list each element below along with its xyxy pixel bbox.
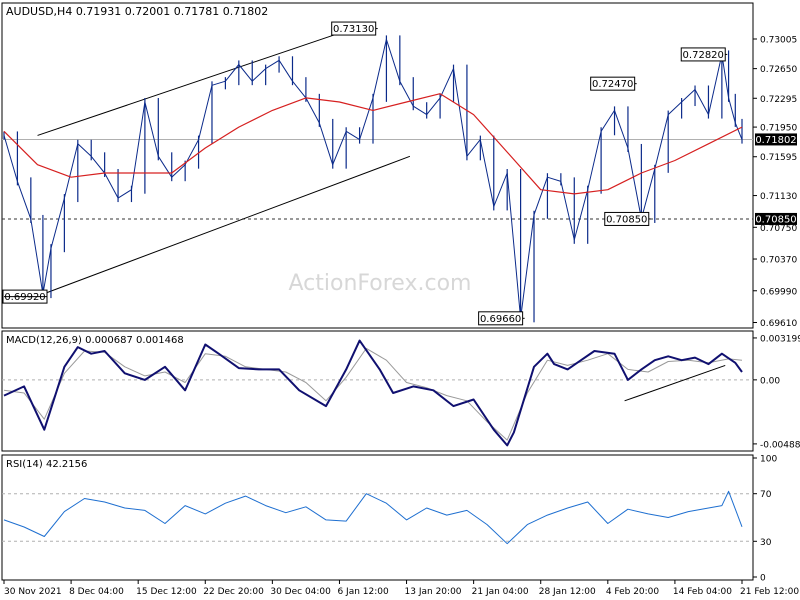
- rsi-series: [3, 490, 743, 545]
- y-tick-label: 0.72295: [760, 95, 797, 105]
- x-tick-label: 21 Jan 04:00: [472, 587, 529, 597]
- y-tick-label: 100: [760, 455, 777, 465]
- callout: 0.70850: [604, 211, 651, 226]
- y-tick-label: 0.69990: [760, 287, 797, 297]
- x-axis: 30 Nov 2021 8 Dec 04:00 15 Dec 12:00 22 Dec…: [3, 580, 799, 597]
- y-tick-label: 0.69610: [760, 319, 797, 329]
- y-tick-label: -0.004887: [760, 440, 800, 450]
- y-tick-label: 30: [760, 538, 772, 548]
- x-tick-label: 6 Jan 12:00: [337, 587, 389, 597]
- macd-line: [3, 339, 743, 447]
- support-badge: 0.70850: [755, 212, 797, 225]
- x-tick-label: 8 Dec 04:00: [69, 587, 124, 597]
- callout-label: 0.72470: [592, 79, 633, 90]
- channel-lower-line: [42, 155, 411, 295]
- rsi-panel: RSI(14) 42.2156 100 70 30 0: [1, 454, 777, 584]
- x-tick-label: 30 Dec 04:00: [270, 587, 331, 597]
- watermark: ActionForex.com: [289, 271, 472, 296]
- price-series: [3, 35, 743, 323]
- y-tick-label: 70: [760, 490, 772, 500]
- macd-trendline: [624, 364, 726, 402]
- x-tick-label: 22 Dec 20:00: [203, 587, 264, 597]
- y-tick-label: 0.003199: [760, 334, 800, 344]
- macd-signal-line: [3, 347, 743, 441]
- rsi-y-axis: 100 70 30 0: [2, 455, 777, 584]
- x-tick-label: 15 Dec 12:00: [136, 587, 197, 597]
- y-tick-label: 0.70750: [760, 224, 797, 234]
- callout: 0.73130: [331, 21, 378, 36]
- callout: 0.72820: [680, 47, 728, 62]
- y-tick-label: 0.73005: [760, 35, 797, 45]
- x-tick-label: 28 Jan 12:00: [539, 587, 596, 597]
- callout-label: 0.69660: [480, 314, 521, 325]
- macd-panel: MACD(12,26,9) 0.000687 0.001468 0.003199…: [1, 330, 800, 452]
- last-price-badge: 0.71802: [755, 133, 797, 146]
- callout-label: 0.72820: [683, 50, 724, 61]
- x-tick-label: 14 Feb 04:00: [673, 587, 732, 597]
- callout: 0.72470: [590, 76, 637, 91]
- y-tick-label: 0.72650: [760, 65, 797, 75]
- x-tick-label: 30 Nov 2021: [4, 587, 62, 597]
- moving-average-line: [3, 93, 743, 195]
- price-panel-title: AUDUSD,H4 0.71931 0.72001 0.71781 0.7180…: [6, 5, 268, 18]
- x-tick-label: 4 Feb 20:00: [606, 587, 660, 597]
- rsi-panel-title: RSI(14) 42.2156: [6, 459, 87, 470]
- y-tick-label: 0.70370: [760, 256, 797, 266]
- callout-label: 0.70850: [606, 214, 647, 225]
- x-tick-label: 13 Jan 20:00: [405, 587, 462, 597]
- callout-label: 0.69920: [4, 292, 45, 303]
- macd-series: [3, 339, 743, 447]
- y-tick-label: 0.71130: [760, 192, 797, 202]
- price-line: [3, 38, 743, 319]
- macd-panel-title: MACD(12,26,9) 0.000687 0.001468: [6, 335, 184, 346]
- price-channel: [37, 24, 411, 295]
- y-tick-label: 0.71595: [760, 153, 797, 163]
- price-panel: AUDUSD,H4 0.71931 0.72001 0.71781 0.7180…: [1, 2, 797, 329]
- last-price-label: 0.71802: [755, 135, 796, 146]
- rsi-line: [3, 490, 743, 545]
- price-callouts: 0.73130 0.72820 0.72470 0.70850 0.69660 0.699…: [2, 21, 728, 326]
- callout-label: 0.73130: [333, 24, 374, 35]
- x-tick-label: 21 Feb 12:00: [740, 587, 799, 597]
- y-tick-label: 0.71950: [760, 124, 797, 134]
- callout: 0.69920: [2, 289, 48, 304]
- callout: 0.69660: [478, 311, 525, 326]
- y-tick-label: 0.00: [760, 376, 780, 386]
- channel-upper-line: [37, 24, 364, 136]
- support-label: 0.70850: [755, 214, 796, 225]
- y-tick-label: 0: [760, 574, 766, 584]
